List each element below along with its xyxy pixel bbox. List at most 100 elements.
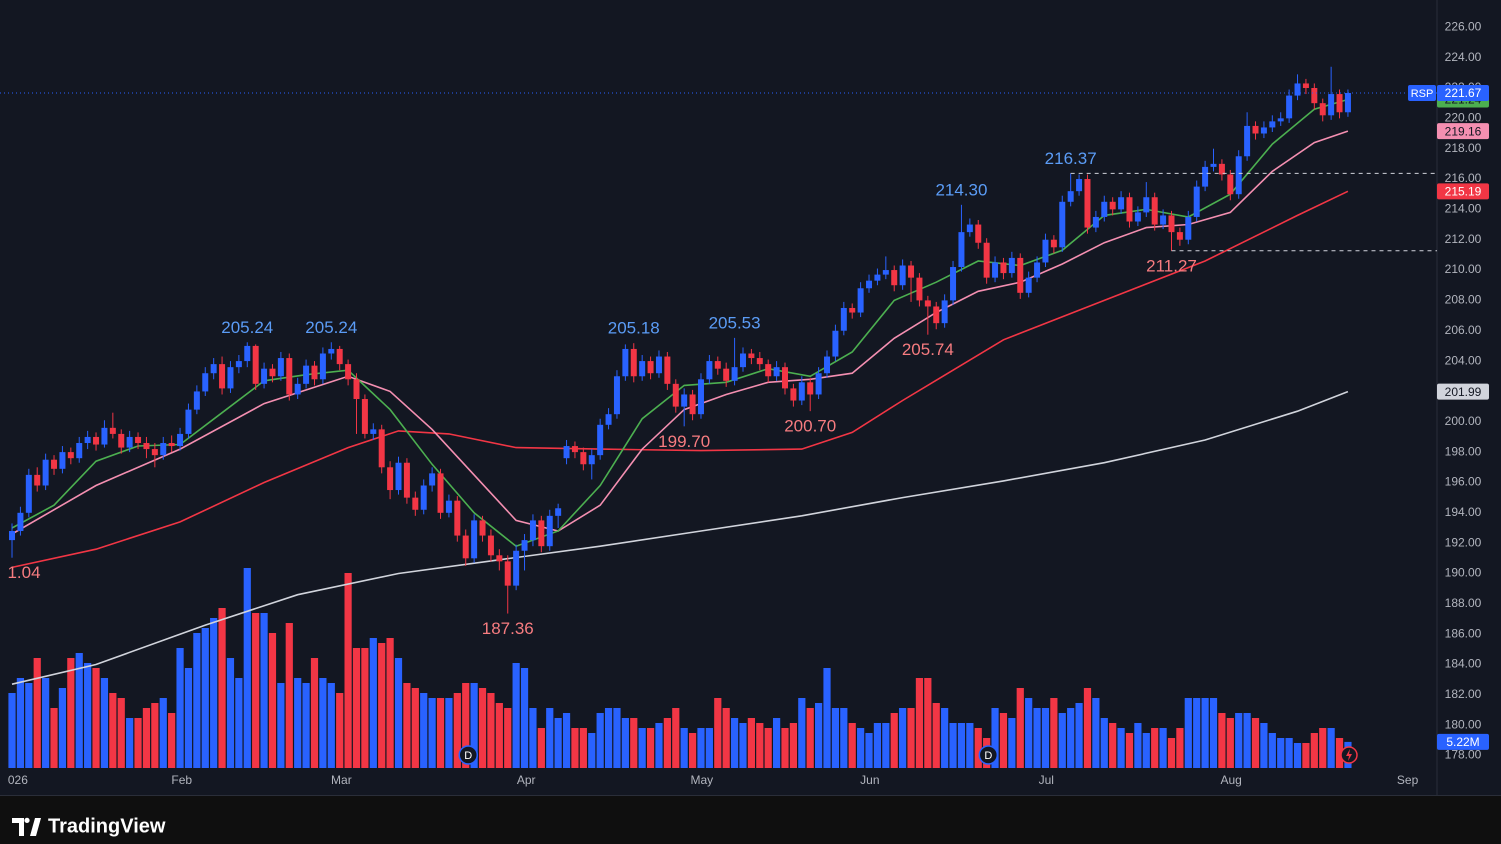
volume-bar [1209, 698, 1218, 768]
volume-bar [1277, 738, 1285, 768]
candle-body [1235, 156, 1242, 195]
y-tick-label: 206.00 [1445, 323, 1482, 337]
overlays: D D 1.04 205.24 205.24 187.36 205.18 199.70 205.… [0, 92, 1437, 765]
candle-body [378, 429, 385, 468]
volume-bar [386, 638, 394, 768]
candle-body [286, 358, 293, 395]
candle-body [210, 364, 217, 374]
axes: 178.00 180.00 182.00 184.00 186.00 188.00 190.… [8, 19, 1489, 787]
candle-body [93, 436, 100, 445]
candle-body [1059, 201, 1066, 248]
volume-bar [176, 648, 184, 768]
event-marker [978, 745, 999, 765]
candle-body [992, 262, 999, 278]
volume-bar [193, 633, 201, 768]
candle-body [202, 373, 209, 392]
candle-body [1134, 212, 1141, 222]
price-annotation: 205.53 [709, 313, 761, 332]
volume-bar [781, 728, 789, 768]
candle-body [866, 280, 873, 289]
candle-body [336, 348, 343, 365]
candle-body [1143, 197, 1150, 213]
volume-bar [974, 728, 982, 768]
candle-body [261, 368, 268, 384]
candle-body [59, 452, 66, 469]
x-tick-label: Mar [331, 773, 352, 787]
volume-bar [1075, 703, 1083, 768]
volume-bar [865, 733, 873, 768]
volume-bar [403, 683, 411, 768]
candle-body [67, 452, 74, 459]
candle-body [857, 288, 864, 313]
volume-bar [562, 713, 571, 768]
candle-body [882, 270, 889, 275]
volume-bar [512, 663, 520, 768]
candle-body [639, 361, 646, 377]
candle-body [1176, 232, 1183, 240]
candle-body [966, 224, 973, 233]
price-tag [1437, 85, 1489, 102]
candle-body [1101, 201, 1108, 217]
y-tick-label: 186.00 [1445, 626, 1482, 640]
price-annotation: 214.30 [935, 180, 987, 199]
logo-text: TradingView [48, 815, 166, 837]
volume-bar [1092, 698, 1100, 768]
candle-body [605, 414, 612, 425]
volume-bar [1159, 728, 1167, 768]
candle-body [580, 452, 587, 465]
candle-body [9, 531, 16, 541]
volume-bar [1134, 723, 1142, 768]
candle-body [185, 409, 192, 434]
candle-body [454, 500, 461, 536]
ma-tag-label: 201.99 [1445, 385, 1482, 399]
candle-body [1151, 197, 1158, 225]
candle-body [983, 242, 990, 278]
candle-body [891, 270, 898, 286]
volume-bar [1067, 708, 1075, 768]
volume-bar [268, 633, 277, 768]
volume-bar [1100, 718, 1108, 768]
candle-body [933, 306, 940, 324]
volume-bar [151, 703, 159, 768]
volume-pane [8, 568, 1352, 768]
x-tick-label: Feb [171, 773, 192, 787]
volume-bar [336, 693, 344, 768]
candle-body [429, 473, 436, 486]
volume-bar [327, 683, 335, 768]
volume-bar [344, 573, 352, 768]
y-tick-label: 214.00 [1445, 202, 1482, 216]
volume-bar [857, 728, 865, 768]
volume-bar [966, 723, 974, 768]
candle-body [950, 267, 957, 301]
y-tick-label: 224.00 [1445, 50, 1482, 64]
candle-body [546, 515, 553, 547]
candle-body [731, 367, 738, 381]
volume-bar [361, 648, 369, 768]
event-label: D [984, 750, 992, 762]
candle-body [1109, 201, 1116, 210]
volume-bar [394, 658, 403, 768]
y-tick-label: 190.00 [1445, 566, 1482, 580]
candle-body [723, 368, 730, 381]
price-annotation: 187.36 [482, 619, 534, 638]
candle-body [765, 364, 772, 377]
volume-bar [630, 718, 638, 768]
x-tick-label: Jul [1039, 773, 1054, 787]
volume-bar [235, 678, 243, 768]
event-marker [458, 745, 478, 765]
y-tick-label: 208.00 [1445, 293, 1482, 307]
volume-bar [487, 693, 495, 768]
volume-bar [67, 658, 75, 768]
candle-body [807, 382, 814, 395]
volume-bar [764, 728, 772, 768]
candle-body [51, 459, 58, 469]
candle-body [1260, 127, 1267, 134]
y-tick-label: 180.00 [1445, 717, 1482, 731]
candle-body [899, 265, 906, 286]
y-tick-label: 184.00 [1445, 657, 1482, 671]
volume-tag [1437, 733, 1489, 750]
candle-body [387, 467, 394, 491]
candle-body [941, 300, 948, 324]
volume-bar [1310, 733, 1318, 768]
volume-bar [1167, 738, 1176, 768]
